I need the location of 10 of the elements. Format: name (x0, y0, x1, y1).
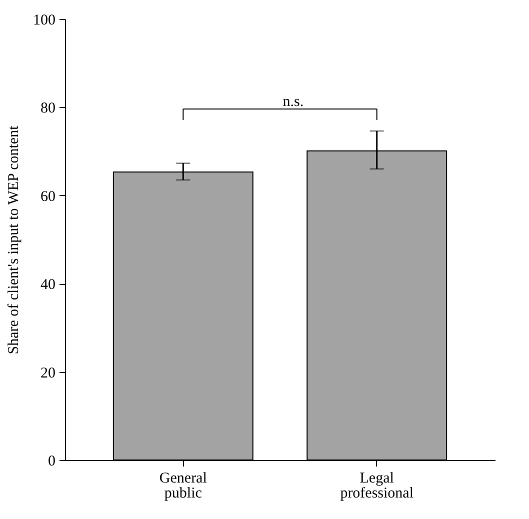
annotation: n.s. (282, 94, 304, 110)
x-tick-label: Legal professional (340, 470, 414, 502)
y-tick-label: 80 (40, 100, 56, 117)
y-tick-label: 60 (40, 188, 56, 205)
y-tick-label: 100 (33, 12, 56, 28)
y-axis-title: Share of client's input to WEP content (6, 124, 22, 354)
y-tick-label: 40 (40, 277, 56, 294)
y-tick-label: 0 (48, 454, 56, 470)
y-tick-label: 20 (40, 365, 56, 382)
x-tick-label: General public (159, 470, 207, 502)
